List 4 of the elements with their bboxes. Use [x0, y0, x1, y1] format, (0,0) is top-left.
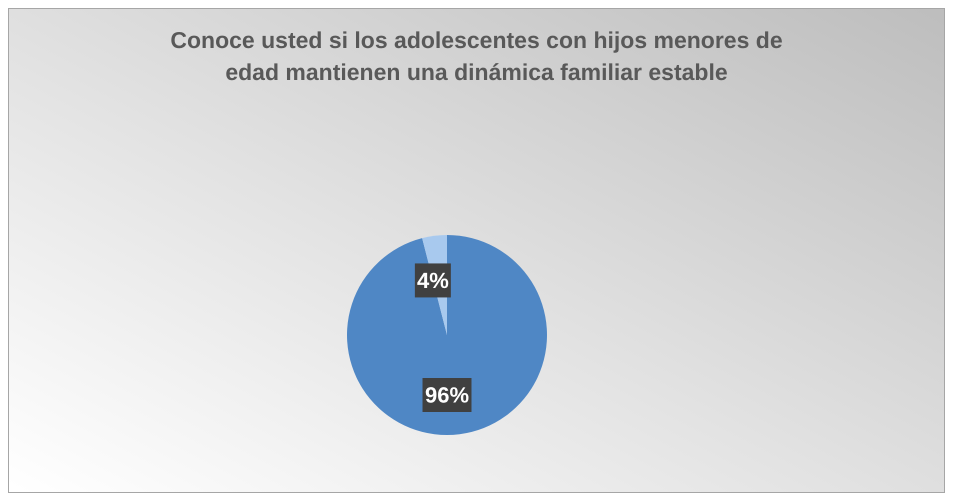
- pie-slice: [347, 235, 547, 435]
- data-label: 4%: [416, 268, 449, 293]
- chart-title: Conoce usted si los adolescentes con hijos menores de edad mantienen una dinámica familiar estable: [170, 27, 783, 85]
- data-label: 96%: [424, 382, 470, 408]
